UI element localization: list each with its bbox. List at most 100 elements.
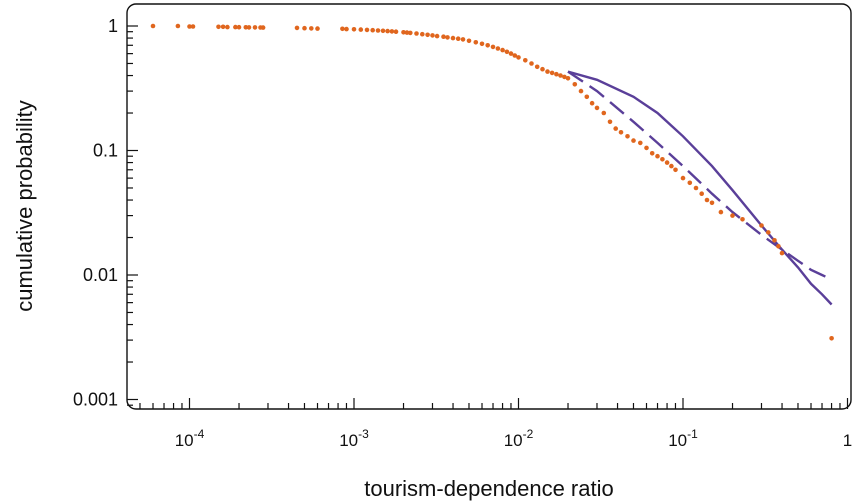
data-point <box>508 51 514 56</box>
y-axis-label: cumulative probability <box>12 100 37 312</box>
y-tick-label: 0.01 <box>83 265 118 285</box>
y-tick-label: 0.001 <box>73 390 118 410</box>
data-point <box>375 28 381 33</box>
data-point <box>565 76 571 81</box>
data-point <box>558 73 563 78</box>
data-point <box>534 64 540 70</box>
data-point <box>572 82 578 87</box>
data-point <box>594 105 600 111</box>
data-point <box>351 27 357 32</box>
data-point <box>246 25 252 30</box>
x-tick-label: 10-4 <box>175 427 205 450</box>
data-point <box>309 26 314 31</box>
data-point <box>344 26 349 32</box>
data-point <box>625 134 630 139</box>
data-point <box>175 23 181 29</box>
data-point <box>740 217 745 222</box>
data-point <box>364 27 370 33</box>
data-point <box>187 24 192 29</box>
data-point <box>490 44 496 50</box>
data-point <box>578 88 584 94</box>
data-point <box>252 25 258 30</box>
data-point <box>441 34 446 39</box>
data-point <box>495 46 501 51</box>
y-tick-labels: 1 0.1 0.01 0.001 <box>73 16 118 410</box>
x-tick-labels: 10-4 10-3 10-2 10-1 1 <box>175 427 853 450</box>
data-point <box>644 145 649 151</box>
data-point <box>718 209 724 215</box>
data-point <box>455 36 461 41</box>
data-point <box>190 24 196 29</box>
data-point <box>709 200 715 206</box>
data-point <box>545 69 550 74</box>
data-point <box>589 100 595 106</box>
data-point <box>393 29 399 34</box>
data-point <box>776 244 781 249</box>
data-point <box>638 140 643 146</box>
data-point <box>516 55 521 60</box>
data-point <box>523 58 528 63</box>
y-tick-label: 0.1 <box>93 141 118 161</box>
data-point <box>260 25 266 30</box>
data-point <box>562 74 567 80</box>
data-point <box>243 25 249 30</box>
data-point <box>601 110 607 116</box>
data-point <box>673 167 678 173</box>
data-point <box>631 138 636 143</box>
data-point <box>150 23 156 29</box>
data-point <box>370 27 376 33</box>
data-point <box>450 35 456 41</box>
data-point <box>649 151 655 156</box>
fit-line-dashed <box>567 70 833 281</box>
data-point <box>504 49 510 55</box>
data-point <box>340 26 345 32</box>
data-point <box>473 40 479 45</box>
y-tick-label: 1 <box>108 16 118 36</box>
data-point <box>315 26 320 31</box>
data-point <box>302 25 307 31</box>
data-point <box>618 130 624 135</box>
data-point <box>584 94 590 100</box>
data-point <box>699 191 704 196</box>
data-point <box>829 336 834 341</box>
data-point <box>445 35 450 40</box>
data-point <box>233 24 238 30</box>
data-point <box>772 238 777 243</box>
data-point <box>380 28 386 34</box>
data-point <box>225 24 230 30</box>
data-point <box>220 24 226 30</box>
x-tick-label: 10-1 <box>668 427 698 450</box>
axis-ticks <box>127 25 849 409</box>
x-tick-label: 10-2 <box>504 427 534 450</box>
data-point <box>549 70 555 76</box>
data-point <box>607 119 613 125</box>
data-point <box>669 163 674 169</box>
data-point <box>414 31 419 36</box>
data-point <box>389 29 395 34</box>
data-point <box>613 126 618 131</box>
data-point <box>294 25 300 31</box>
data-point <box>680 175 686 181</box>
data-point <box>401 30 406 35</box>
data-point <box>420 31 425 37</box>
data-point <box>434 33 440 39</box>
data-point <box>404 30 410 35</box>
data-point <box>704 197 710 203</box>
data-point <box>664 160 670 165</box>
fit-lines <box>567 70 833 306</box>
x-tick-label: 1 <box>843 431 852 450</box>
data-point <box>466 38 472 44</box>
x-tick-label: 10-3 <box>339 427 369 450</box>
data-point <box>358 27 364 32</box>
data-point <box>554 71 559 77</box>
data-point <box>430 33 435 38</box>
data-point <box>540 66 545 72</box>
data-point <box>485 43 491 48</box>
data-point <box>687 180 693 186</box>
data-point <box>236 24 242 30</box>
data-point <box>529 61 534 66</box>
data-point <box>385 28 390 34</box>
fit-line-solid <box>567 70 833 306</box>
x-axis-label: tourism-dependence ratio <box>364 476 613 501</box>
